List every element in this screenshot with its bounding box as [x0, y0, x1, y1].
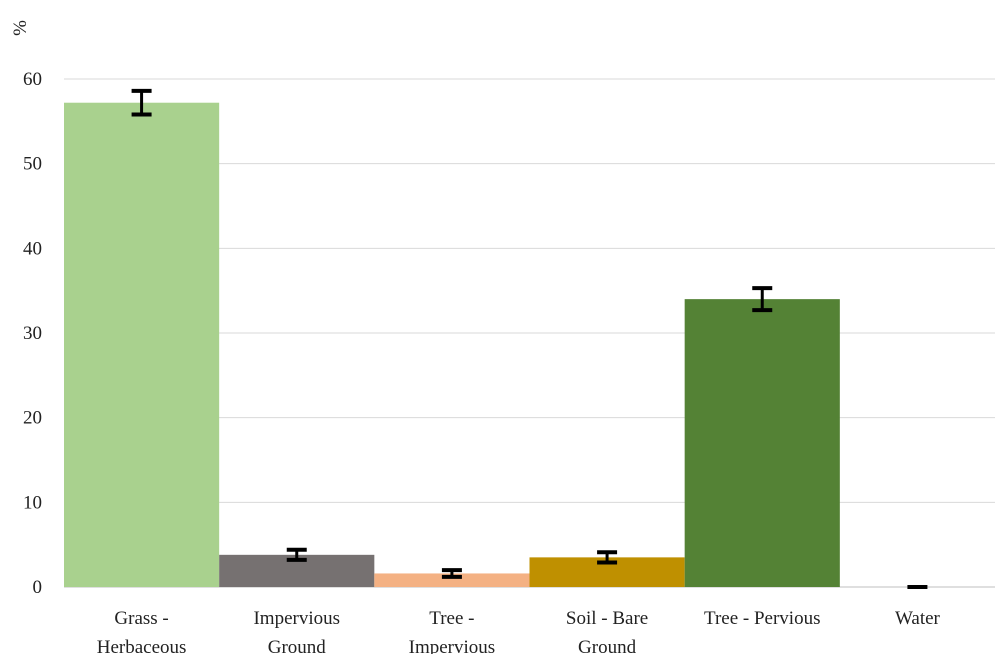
x-category-label: Tree - Pervious	[704, 608, 820, 629]
error-bar	[597, 550, 618, 565]
x-category-label-line: Ground	[578, 637, 637, 654]
y-tick-label: 60	[23, 69, 42, 90]
y-tick-label: 0	[33, 577, 43, 598]
x-category-label: Impervious Ground	[253, 608, 340, 654]
y-tick-label: 30	[23, 323, 42, 344]
y-tick-label: 50	[23, 154, 42, 175]
x-category-label-line: Ground	[268, 637, 327, 654]
x-category-label: Grass - Herbaceous	[97, 608, 187, 654]
x-category-label-line: Water	[895, 608, 941, 629]
bar	[64, 102, 220, 587]
y-tick-label: 20	[23, 408, 42, 429]
x-category-label-line: Soil - Bare	[566, 608, 648, 629]
y-axis-unit-label: %	[10, 20, 31, 36]
x-category-label: Water	[895, 608, 941, 629]
x-axis-labels: Grass - Herbaceous Impervious Ground Tree - I…	[97, 608, 941, 654]
error-bar	[286, 547, 307, 562]
x-category-label-line: Impervious	[253, 608, 340, 629]
y-axis-ticks: 0 10 20 30 40 50 60	[23, 69, 42, 598]
x-category-label-line: Tree -	[429, 608, 474, 629]
error-bar	[131, 88, 152, 117]
x-category-label: Tree - Impervious	[409, 608, 496, 654]
x-category-label-line: Herbaceous	[97, 637, 187, 654]
x-category-label-line: Impervious	[409, 637, 496, 654]
x-category-label-line: Tree - Pervious	[704, 608, 820, 629]
error-bars	[131, 88, 928, 589]
bar	[684, 299, 840, 587]
bar	[374, 573, 530, 587]
error-bar	[752, 286, 773, 313]
y-tick-label: 40	[23, 238, 42, 259]
error-bar	[441, 568, 462, 579]
y-tick-label: 10	[23, 492, 42, 513]
bars	[64, 102, 840, 587]
x-category-label-line: Grass -	[114, 608, 168, 629]
x-category-label: Soil - Bare Ground	[566, 608, 648, 654]
